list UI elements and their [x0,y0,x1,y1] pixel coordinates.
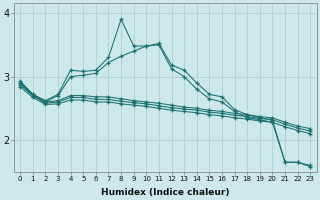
X-axis label: Humidex (Indice chaleur): Humidex (Indice chaleur) [101,188,229,197]
